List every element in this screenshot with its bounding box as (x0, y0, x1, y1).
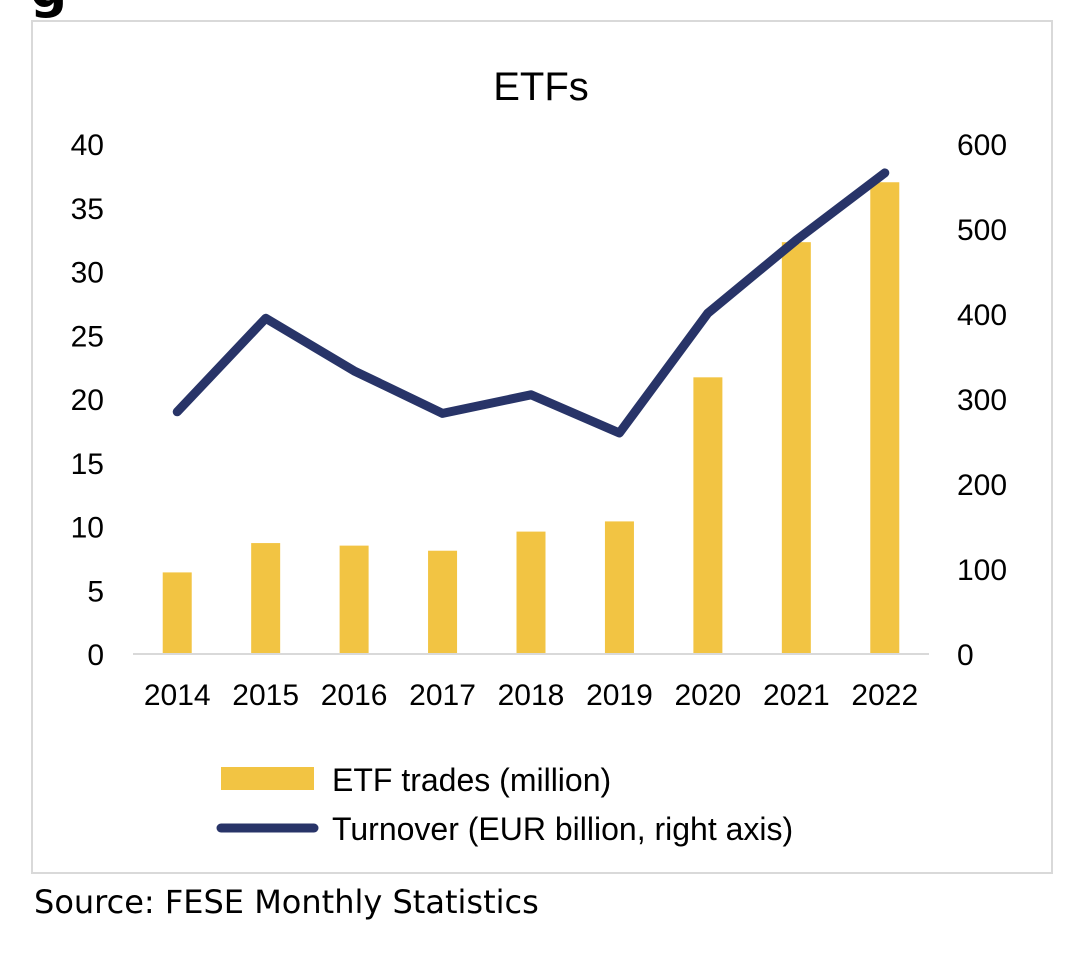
right-tick-label: 0 (957, 639, 974, 672)
clipped-section-heading: g (30, 0, 67, 18)
turnover-line (172, 168, 890, 438)
chart-title: ETFs (493, 65, 589, 109)
right-tick-label: 500 (957, 214, 1007, 247)
bar-etf-trades-2014 (162, 572, 192, 654)
right-tick-label: 400 (957, 299, 1007, 332)
left-tick-label: 40 (71, 129, 104, 162)
legend: ETF trades (million) Turnover (EUR billi… (216, 762, 793, 847)
x-tick-label: 2022 (851, 679, 918, 712)
bar-etf-trades-2021 (781, 242, 811, 655)
x-tick-label: 2015 (232, 679, 299, 712)
x-tick-label: 2018 (498, 679, 565, 712)
left-tick-label: 0 (87, 639, 104, 672)
bar-etf-trades-2015 (251, 543, 281, 654)
x-tick-label: 2017 (409, 679, 476, 712)
right-tick-label: 100 (957, 554, 1007, 587)
x-tick-label: 2020 (675, 679, 742, 712)
bar-etf-trades-2022 (870, 182, 900, 654)
bar-etf-trades-2016 (339, 545, 369, 654)
x-tick-label: 2016 (321, 679, 388, 712)
left-tick-label: 20 (71, 384, 104, 417)
source-note: Source: FESE Monthly Statistics (34, 883, 539, 921)
bar-etf-trades-2018 (516, 531, 546, 654)
left-axis-ticks: 0 5 10 15 20 25 30 35 40 (71, 129, 104, 672)
right-tick-label: 200 (957, 469, 1007, 502)
x-tick-label: 2021 (763, 679, 830, 712)
left-tick-label: 35 (71, 193, 104, 226)
right-tick-label: 300 (957, 384, 1007, 417)
legend-label-turnover: Turnover (EUR billion, right axis) (332, 811, 793, 847)
left-tick-label: 10 (71, 512, 104, 545)
bar-etf-trades-2020 (693, 377, 723, 654)
bars-group (162, 182, 900, 655)
left-tick-label: 30 (71, 257, 104, 290)
right-tick-label: 600 (957, 129, 1007, 162)
x-tick-label: 2014 (144, 679, 211, 712)
x-tick-label: 2019 (586, 679, 653, 712)
right-axis-ticks: 0 100 200 300 400 500 600 (957, 129, 1007, 672)
legend-label-etf-trades: ETF trades (million) (332, 762, 611, 798)
left-tick-label: 25 (71, 320, 104, 353)
bar-etf-trades-2019 (604, 521, 634, 654)
left-tick-label: 15 (71, 448, 104, 481)
legend-swatch-etf-trades (221, 767, 314, 790)
left-tick-label: 5 (87, 575, 104, 608)
x-axis-labels: 2014 2015 2016 2017 2018 2019 2020 2021 2022 (144, 679, 918, 712)
bar-etf-trades-2017 (428, 550, 458, 654)
